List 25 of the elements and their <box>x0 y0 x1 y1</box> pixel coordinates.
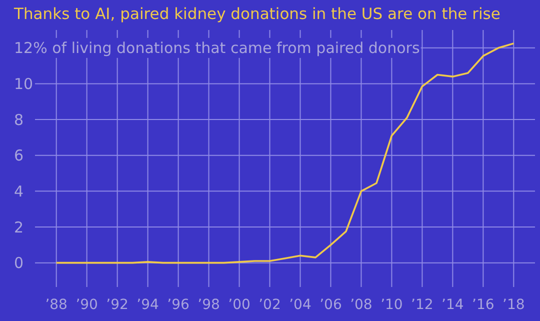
y-tick-label: 8 <box>14 110 24 129</box>
x-tick-label: ’00 <box>228 297 250 313</box>
line-series <box>55 42 515 264</box>
y-tick-label: 2 <box>14 218 24 236</box>
y-tick-label: 12% of living donations that came from paired donors <box>14 39 420 58</box>
x-tick-label: ’18 <box>502 297 525 313</box>
x-tick-label: ’90 <box>76 297 98 313</box>
chart-title: Thanks to AI, paired kidney donations in the US are on the rise <box>13 5 500 23</box>
x-tick-label: ’08 <box>350 297 372 313</box>
x-tick-label: ’98 <box>198 297 220 313</box>
y-tick-label: 10 <box>14 74 34 93</box>
x-tick-label: ’16 <box>472 297 494 313</box>
x-tick-label: ’96 <box>167 297 190 313</box>
x-tick-label: ’12 <box>411 297 434 313</box>
x-tick-label: ’06 <box>320 297 342 313</box>
x-tick-label: ’10 <box>380 297 403 313</box>
y-tick-label: 6 <box>14 146 24 165</box>
x-tick-label: ’88 <box>45 297 68 313</box>
y-tick-label: 4 <box>14 182 24 200</box>
x-tick-label: ’92 <box>106 297 128 313</box>
x-tick-label: ’94 <box>136 297 160 313</box>
y-tick-label: 0 <box>14 254 24 272</box>
x-tick-label: ’14 <box>442 297 464 313</box>
x-tick-label: ’04 <box>289 297 312 313</box>
x-tick-label: ’02 <box>258 297 281 313</box>
